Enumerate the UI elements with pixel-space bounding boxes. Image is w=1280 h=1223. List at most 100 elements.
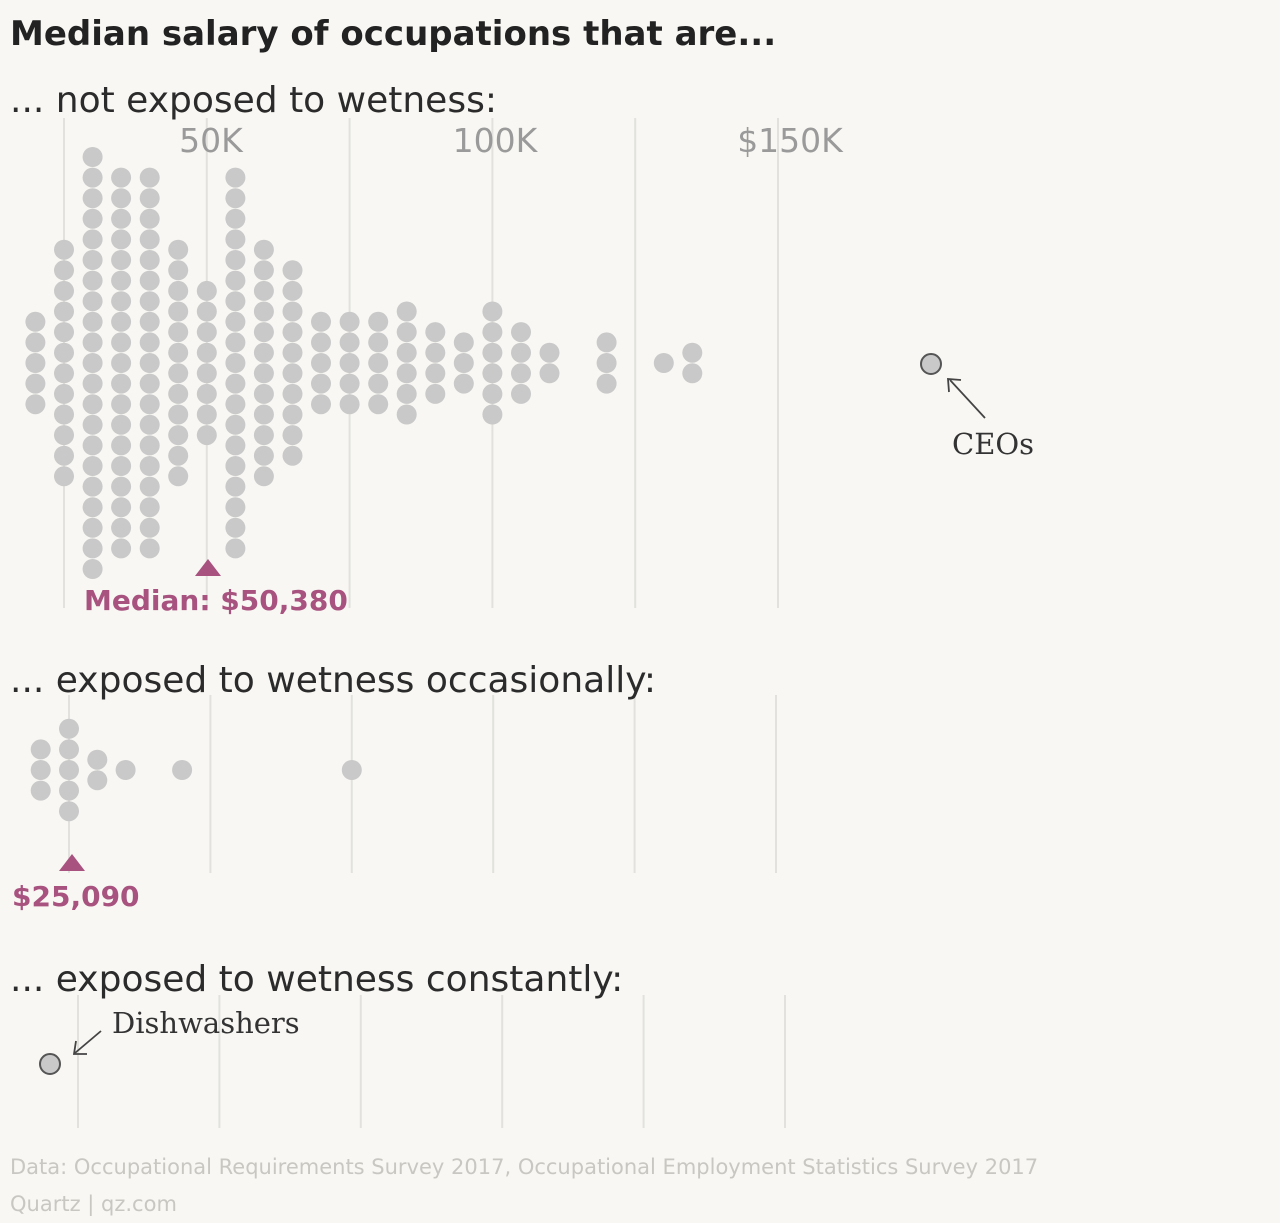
occupation-dot [511,363,531,384]
dots-panel-2 [30,718,362,822]
occupation-dot [111,250,132,270]
occupation-dot [82,414,103,435]
occupation-dot [82,476,103,497]
occupation-dot [139,311,160,332]
occupation-dot [311,332,331,353]
occupation-dot [168,383,189,404]
occupation-dot [111,208,132,229]
occupation-dot [168,466,189,487]
occupation-dot [82,270,103,291]
occupation-dot [368,311,389,332]
occupation-dot [168,342,189,363]
occupation-dot [59,718,79,739]
occupation-dot [82,167,103,188]
occupation-dot [596,373,617,394]
occupation-dot [396,383,417,404]
occupation-dot [225,208,246,229]
occupation-dot [225,414,246,435]
occupation-dot [115,760,136,780]
occupation-dot [253,425,274,446]
occupation-dot [59,739,79,760]
panel-occasional: ... exposed to wetness occasionally: $25… [10,660,777,913]
occupation-dot [111,167,132,188]
occupation-dot [311,373,331,394]
occupation-dot [253,239,274,260]
occupation-dot [339,394,360,415]
occupation-dot [139,250,160,270]
occupation-dot [111,332,132,353]
occupation-dot [253,466,274,487]
occupation-dot [59,780,79,801]
occupation-dot [282,404,303,425]
median-marker-2 [59,854,85,871]
occupation-dot [111,353,132,373]
occupation-dot [196,280,217,301]
panel-constant: ... exposed to wetness constantly: Dishw… [10,959,786,1128]
occupation-dot [196,404,217,425]
occupation-dot [111,188,132,209]
panel-2-label: ... exposed to wetness occasionally: [10,660,656,701]
occupation-dot [596,353,617,373]
tick-label-150k: $150K [737,121,844,160]
occupation-dot [539,342,560,363]
occupation-dot [282,280,303,301]
occupation-dot [139,167,160,188]
occupation-dot [139,435,160,456]
occupation-dot [82,497,103,518]
dishwasher-dot [39,1053,61,1075]
occupation-dot [511,322,531,343]
occupation-dot [30,780,51,801]
occupation-dot [253,342,274,363]
occupation-dot [25,332,46,353]
occupation-dot [482,322,503,343]
occupation-dot [111,435,132,456]
occupation-dot [168,301,189,322]
occupation-dot [253,383,274,404]
occupation-dot [82,538,103,559]
occupation-dot [168,280,189,301]
occupation-dot [111,291,132,312]
occupation-dot [596,332,617,353]
occupation-dot [168,322,189,343]
occupation-dot [682,342,703,363]
occupation-dot [225,311,246,332]
occupation-dot [196,301,217,322]
occupation-dot [225,229,246,250]
occupation-dot [54,260,74,281]
occupation-dot [539,363,560,384]
occupation-dot [82,147,103,167]
occupation-dot [168,425,189,446]
occupation-dot [111,311,132,332]
occupation-dot [653,353,674,373]
occupation-dot [282,322,303,343]
median-label-1: Median: $50,380 [84,584,348,617]
panel-3-label: ... exposed to wetness constantly: [10,959,623,1000]
occupation-dot [196,425,217,446]
occupation-dot [368,353,389,373]
occupation-dot [225,188,246,209]
occupation-dot [87,770,108,791]
occupation-dot [425,383,446,404]
occupation-dot [25,373,46,394]
occupation-dot [54,363,74,384]
occupation-dot [82,311,103,332]
occupation-dot [482,404,503,425]
occupation-dot [139,353,160,373]
tick-label-50k: 50K [179,121,244,160]
occupation-dot [396,301,417,322]
occupation-dot [453,353,474,373]
occupation-dot [139,332,160,353]
occupation-dot [396,342,417,363]
occupation-dot [396,404,417,425]
occupation-dot [225,373,246,394]
occupation-dot [282,301,303,322]
gridlines-panel-2 [68,695,777,873]
occupation-dot [339,311,360,332]
occupation-dot [453,332,474,353]
occupation-dot [139,291,160,312]
occupation-dot [225,250,246,270]
occupation-dot [111,394,132,415]
ceo-arrow-line [949,379,986,419]
occupation-dot [54,342,74,363]
occupation-dot [168,260,189,281]
